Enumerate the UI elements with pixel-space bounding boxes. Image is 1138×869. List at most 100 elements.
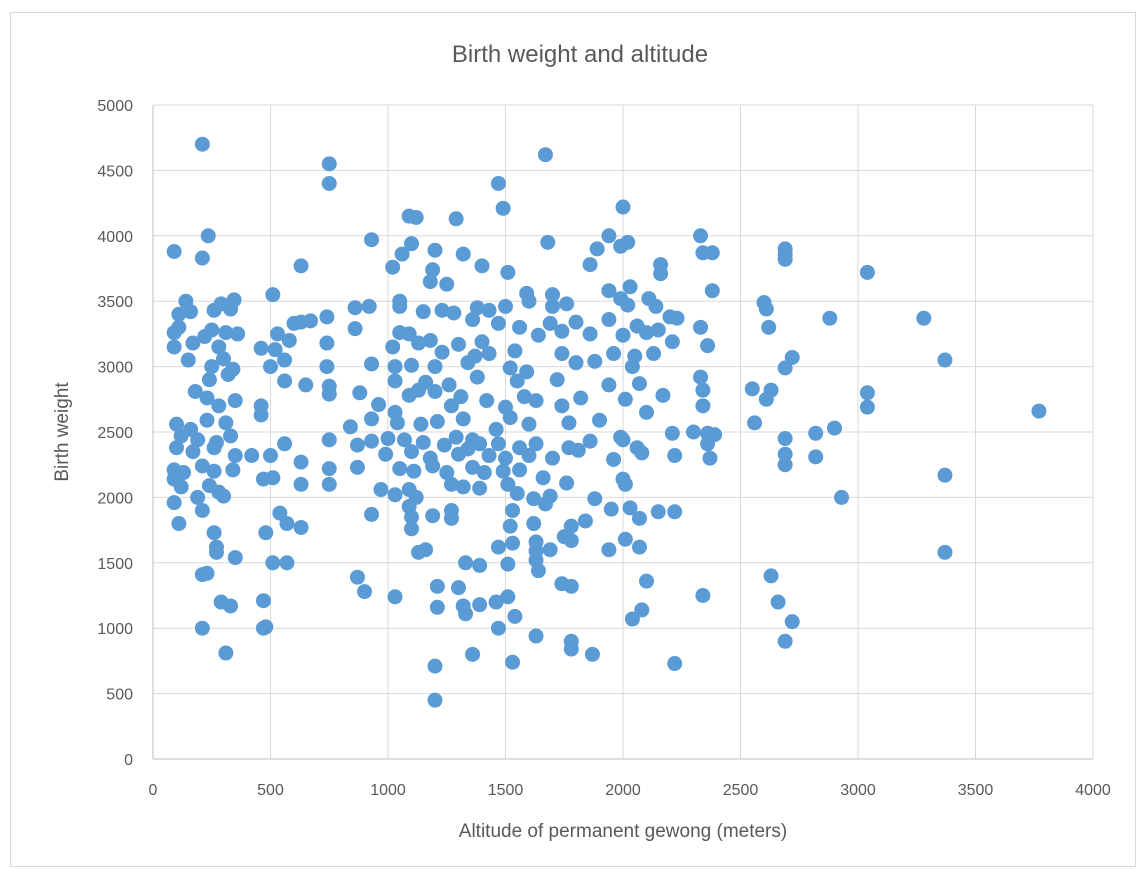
data-point [528, 436, 544, 452]
data-point [601, 312, 617, 328]
y-tick-label: 5000 [97, 98, 133, 115]
data-point [617, 476, 633, 492]
data-point [693, 228, 709, 244]
data-point [1031, 403, 1047, 419]
data-point [404, 236, 419, 252]
data-point [319, 359, 335, 375]
data-point [220, 366, 236, 382]
data-point [194, 250, 210, 266]
tick-labels: 0500100015002000250030003500400045005000… [97, 98, 1110, 799]
data-point [744, 381, 760, 397]
data-point [415, 304, 431, 320]
data-point [378, 446, 394, 462]
data-point [526, 516, 542, 532]
data-point [502, 410, 518, 426]
data-point [364, 232, 380, 248]
data-point [545, 287, 560, 303]
data-point [704, 245, 720, 261]
data-point [650, 322, 666, 338]
data-point [413, 416, 429, 432]
data-point [352, 385, 368, 401]
data-point [587, 353, 603, 369]
data-point [455, 411, 471, 427]
data-point [639, 404, 654, 420]
data-point [415, 434, 431, 450]
data-point [559, 475, 575, 491]
axes [152, 105, 1093, 760]
data-point [439, 276, 455, 292]
data-point [500, 589, 516, 605]
data-point [321, 432, 337, 448]
data-point [455, 246, 471, 262]
data-points [166, 136, 1047, 708]
data-point [364, 506, 380, 522]
data-point [472, 557, 488, 573]
data-point [194, 136, 210, 152]
data-point [695, 588, 711, 603]
data-point [693, 369, 709, 385]
data-point [465, 312, 481, 328]
data-point [293, 258, 309, 274]
data-point [937, 544, 953, 560]
data-point [540, 234, 556, 250]
data-point [521, 416, 537, 432]
data-point [617, 391, 633, 407]
data-point [777, 633, 793, 649]
data-point [498, 298, 513, 314]
data-point [206, 440, 222, 456]
data-point [747, 415, 763, 431]
data-point [601, 228, 617, 244]
data-point [199, 412, 215, 428]
data-point [500, 476, 516, 492]
data-point [758, 301, 774, 317]
data-point [650, 504, 666, 520]
data-point [392, 461, 408, 477]
data-point [498, 450, 513, 466]
data-point [183, 304, 199, 320]
data-point [646, 346, 662, 362]
data-point [516, 389, 532, 405]
data-point [427, 692, 443, 708]
data-point [537, 147, 553, 163]
data-point [563, 578, 579, 594]
data-point [761, 319, 777, 335]
data-point [443, 398, 459, 414]
data-point [321, 175, 337, 191]
data-point [667, 448, 683, 464]
data-point [622, 279, 638, 295]
data-point [394, 246, 410, 262]
y-tick-label: 3000 [97, 360, 133, 377]
data-point [634, 602, 650, 618]
data-point [763, 568, 779, 584]
data-point [521, 293, 537, 309]
data-point [349, 569, 365, 585]
data-point [465, 459, 481, 475]
data-point [653, 266, 669, 282]
data-point [427, 359, 443, 375]
data-point [615, 432, 631, 448]
data-point [321, 461, 337, 477]
data-point [427, 383, 443, 399]
data-point [507, 608, 523, 624]
data-point [208, 544, 224, 560]
data-point [418, 542, 434, 558]
data-point [436, 437, 452, 453]
data-point [373, 482, 389, 498]
data-point [453, 389, 469, 405]
data-point [472, 480, 488, 496]
data-point [408, 209, 424, 225]
data-point [624, 359, 640, 375]
data-point [422, 274, 438, 290]
data-point [777, 457, 793, 473]
x-tick-label: 1000 [370, 782, 406, 799]
data-point [479, 393, 495, 409]
data-point [387, 359, 403, 375]
data-point [404, 521, 419, 537]
data-point [639, 573, 654, 589]
data-point [808, 449, 824, 465]
data-point [500, 556, 516, 572]
data-point [173, 428, 189, 444]
data-point [937, 467, 953, 483]
data-point [293, 476, 309, 492]
